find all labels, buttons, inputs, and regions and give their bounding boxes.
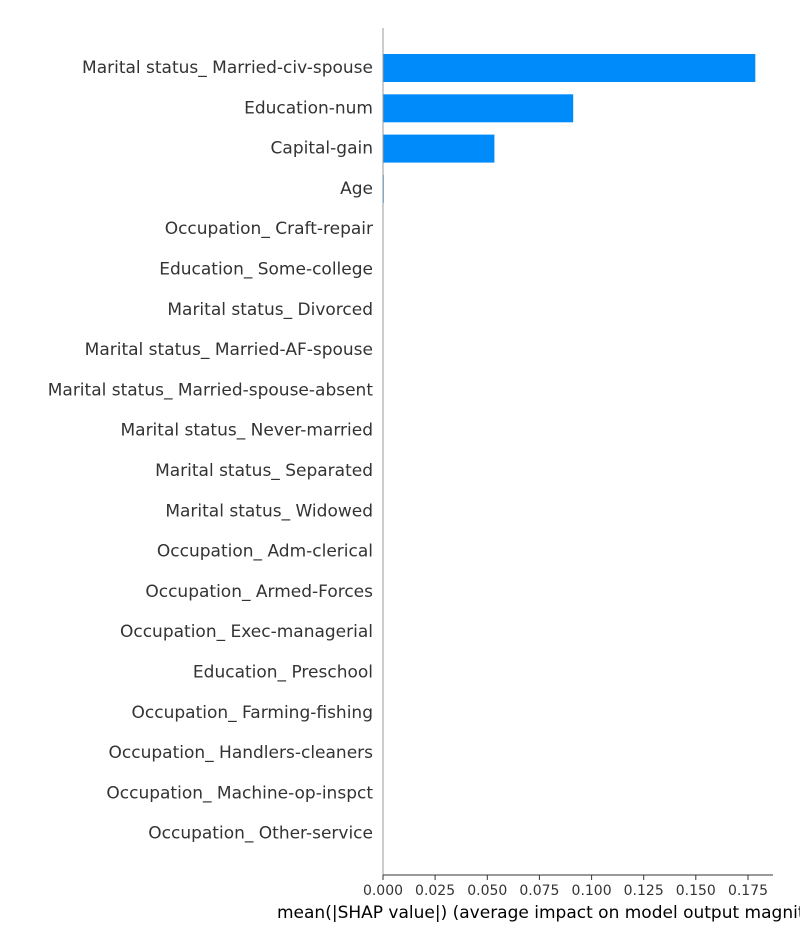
x-tick-label: 0.050: [467, 883, 507, 899]
x-axis-title: mean(|SHAP value|) (average impact on mo…: [277, 903, 800, 923]
x-tick-label: 0.175: [728, 883, 768, 899]
category-label: Marital status_ Married-AF-spouse: [85, 340, 373, 360]
category-label: Occupation_ Handlers-cleaners: [109, 743, 374, 763]
category-label: Occupation_ Adm-clerical: [157, 542, 373, 562]
bars-group: [383, 54, 756, 203]
category-label: Education_ Some-college: [159, 260, 373, 280]
category-label: Marital status_ Widowed: [165, 501, 373, 521]
x-ticks: 0.000 0.025 0.050 0.075 0.100 0.125 0.150 0.175: [363, 875, 768, 899]
category-label: Marital status_ Never-married: [120, 421, 373, 441]
category-label: Age: [340, 179, 373, 199]
x-tick-label: 0.025: [415, 883, 455, 899]
bar: [383, 54, 756, 82]
category-label: Marital status_ Divorced: [167, 300, 373, 320]
bar: [383, 134, 495, 163]
category-label: Education-num: [244, 98, 373, 118]
category-label: Marital status_ Married-spouse-absent: [48, 380, 374, 400]
x-tick-label: 0.000: [363, 883, 403, 899]
category-label: Occupation_ Armed-Forces: [145, 582, 373, 602]
x-tick-label: 0.075: [519, 883, 559, 899]
bar: [383, 94, 574, 123]
category-label: Marital status_ Married-civ-spouse: [82, 58, 373, 78]
category-label: Capital-gain: [271, 139, 373, 159]
category-label: Marital status_ Separated: [155, 461, 373, 481]
category-label: Occupation_ Farming-fishing: [132, 703, 373, 723]
x-tick-label: 0.150: [676, 883, 716, 899]
category-label: Occupation_ Other-service: [148, 824, 373, 844]
category-label: Occupation_ Machine-op-inspct: [106, 783, 373, 803]
category-label: Occupation_ Exec-managerial: [120, 622, 373, 642]
x-tick-label: 0.100: [572, 883, 612, 899]
category-label: Occupation_ Craft-repair: [165, 219, 373, 239]
x-tick-label: 0.125: [624, 883, 664, 899]
category-label: Education_ Preschool: [193, 663, 373, 683]
category-labels: Marital status_ Married-civ-spouse Educat…: [48, 58, 374, 844]
